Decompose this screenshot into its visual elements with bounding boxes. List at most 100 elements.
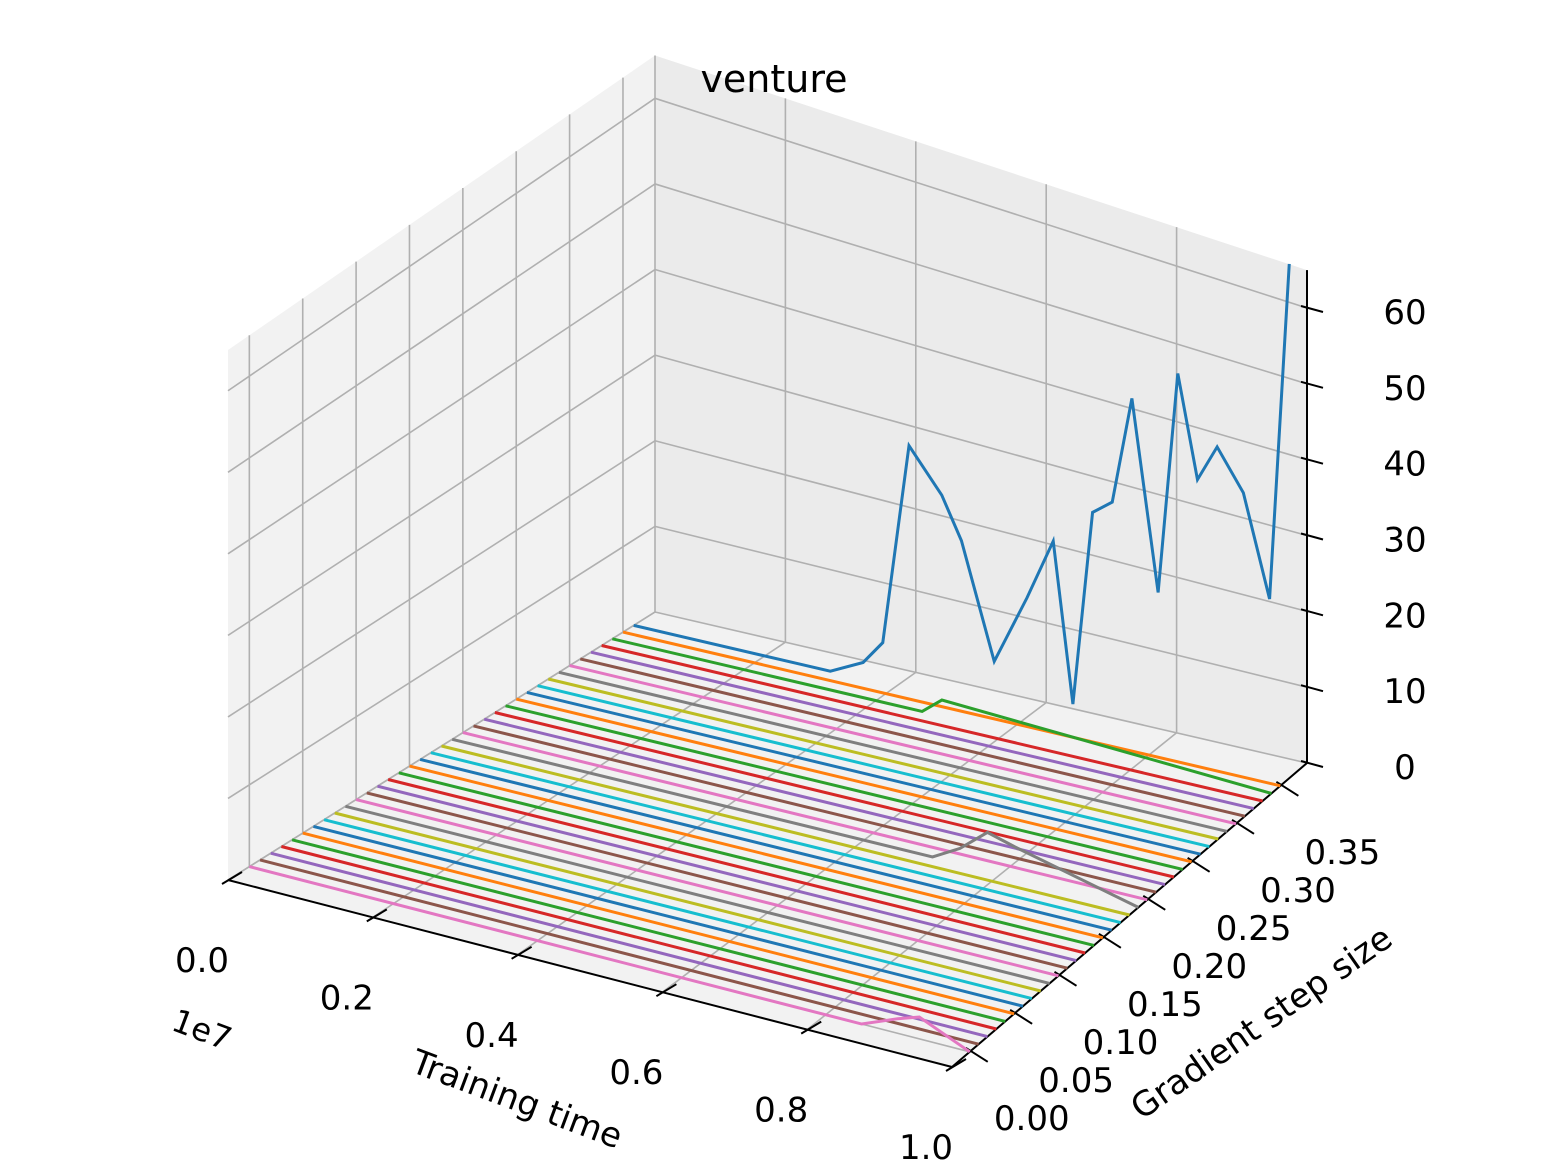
x-tick-label: 0.6 [609, 1053, 663, 1093]
z-tick-label: 10 [1383, 672, 1426, 712]
series-line-33 [281, 845, 997, 1031]
x-tick-label: 0.4 [465, 1016, 519, 1056]
series-line-26 [355, 798, 1059, 978]
series-line-7 [558, 670, 1228, 833]
x-tick [800, 1020, 822, 1035]
series-lines [248, 263, 1291, 1054]
z-tick [1300, 760, 1324, 768]
z-gridline [227, 268, 656, 555]
z-tick-label: 60 [1383, 293, 1426, 333]
series-line-25 [366, 791, 1068, 970]
z-gridline [227, 525, 656, 800]
z-tick [1300, 684, 1324, 693]
y-tick [1098, 932, 1122, 949]
z-tick [1300, 456, 1324, 465]
series-line-0 [633, 263, 1291, 705]
series-line-17 [451, 737, 1140, 909]
z-tick-label: 50 [1383, 369, 1426, 409]
series-line-24 [377, 784, 1077, 963]
z-gridline [654, 183, 1308, 385]
z-gridline [227, 440, 656, 718]
series-line-22 [398, 771, 1095, 947]
left-pane [228, 55, 655, 880]
series-line-10 [526, 690, 1201, 856]
z-tick-label: 20 [1383, 596, 1426, 636]
series-line-32 [291, 838, 1006, 1023]
y-tick [1275, 780, 1299, 797]
x-tick-label: 0.8 [754, 1091, 808, 1131]
x-tick [221, 871, 243, 885]
z-gridline [654, 439, 1308, 613]
x-tick-label: 0.2 [320, 978, 374, 1018]
series-line-6 [569, 664, 1237, 826]
series-line-36 [248, 865, 971, 1054]
z-tick-label: 30 [1383, 521, 1426, 561]
series-line-16 [462, 731, 1148, 902]
series-line-8 [547, 677, 1219, 841]
z-gridline [654, 611, 1308, 764]
series-line-2 [611, 637, 1272, 795]
series-line-3 [601, 644, 1263, 803]
back-pane [655, 55, 1307, 763]
series-line-4 [590, 650, 1255, 811]
series-line-23 [387, 778, 1086, 955]
y-tick-label: 0.15 [1127, 985, 1203, 1025]
z-gridline [227, 97, 656, 392]
y-tick [1142, 894, 1166, 911]
z-tick [1300, 532, 1324, 541]
z-gridline [654, 354, 1308, 537]
x-tick [945, 1058, 967, 1072]
y-tick [1053, 970, 1078, 987]
z-gridline [654, 97, 1308, 309]
series-line-21 [409, 764, 1104, 940]
y-tick-label: 0.30 [1260, 871, 1336, 911]
x-tick [366, 908, 388, 923]
series-line-9 [537, 684, 1210, 849]
x-axis-line [227, 879, 953, 1068]
tick-marks [221, 305, 1324, 1072]
z-tick-label: 40 [1383, 445, 1426, 485]
y-tick-label: 0.00 [994, 1099, 1070, 1139]
x-tick [511, 945, 533, 960]
tick-labels: 0.00.20.40.60.81.00.000.050.100.150.200.… [175, 293, 1427, 1168]
series-line-30 [313, 824, 1024, 1008]
series-line-18 [441, 744, 1130, 917]
series-line-35 [259, 858, 979, 1046]
x-tick-label: 1.0 [899, 1128, 953, 1168]
z-tick-label: 0 [1394, 748, 1416, 788]
series-line-29 [323, 818, 1033, 1001]
series-line-1 [622, 630, 1281, 788]
x-offset-text: 1e7 [167, 1001, 237, 1058]
z-gridline [227, 354, 656, 637]
series-line-28 [334, 811, 1042, 993]
chart-title: venture [700, 57, 847, 101]
y-tick [1231, 818, 1255, 835]
z-tick [1300, 608, 1324, 617]
x-tick-label: 0.0 [175, 941, 229, 981]
series-line-14 [483, 717, 1166, 887]
y-tick-label: 0.35 [1305, 833, 1381, 873]
y-tick-label: 0.20 [1171, 947, 1247, 987]
series-line-13 [494, 711, 1175, 879]
y-tick-label: 0.10 [1083, 1023, 1159, 1063]
z-gridline [654, 268, 1308, 461]
y-tick-label: 0.25 [1216, 909, 1292, 949]
series-line-20 [419, 757, 1113, 932]
y-tick-label: 0.05 [1038, 1061, 1114, 1101]
series-line-11 [515, 697, 1192, 864]
series-line-5 [579, 657, 1246, 818]
z-tick [1300, 380, 1324, 389]
z-gridline [654, 525, 1308, 688]
y-tick [1009, 1008, 1033, 1025]
series-line-19 [430, 751, 1121, 925]
z-tick [1300, 305, 1324, 313]
series-line-12 [505, 704, 1184, 871]
series-line-34 [270, 851, 988, 1039]
series-line-31 [302, 831, 1015, 1016]
x-axis-label: Training time [405, 1042, 628, 1157]
axis-panes [228, 55, 1307, 1067]
series-line-27 [345, 804, 1050, 985]
z-gridline [227, 183, 656, 473]
series-line-15 [473, 724, 1157, 894]
